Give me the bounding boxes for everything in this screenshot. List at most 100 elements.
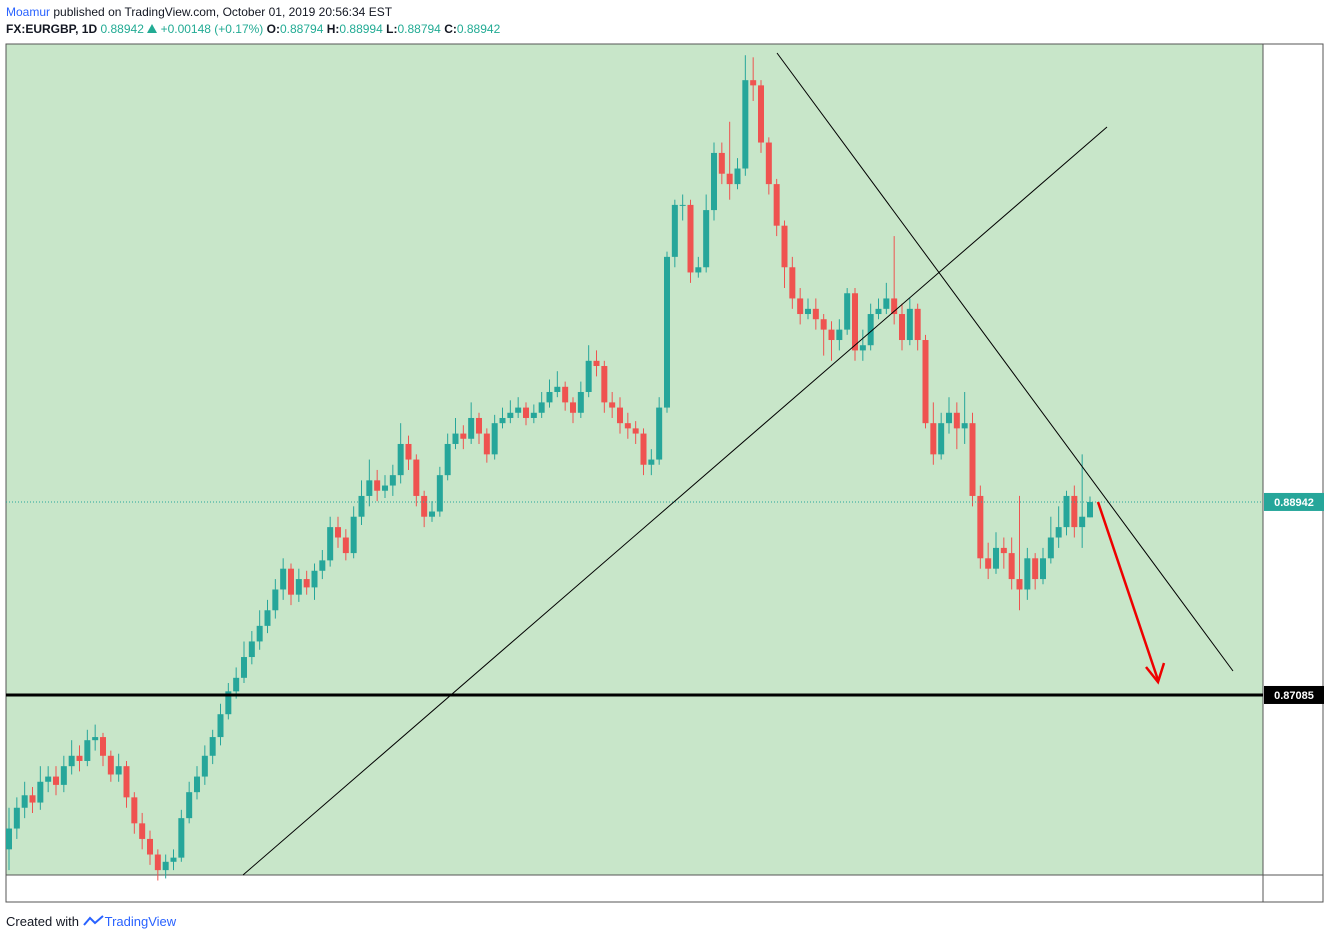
candle-body	[295, 579, 302, 595]
trend-line[interactable]	[242, 126, 1108, 876]
candle-body	[178, 818, 185, 858]
candle-body	[131, 797, 138, 824]
candle-body	[805, 308, 811, 315]
candle-body	[6, 828, 12, 850]
candle-body	[773, 184, 780, 226]
candle-body	[530, 412, 537, 418]
plot-background	[6, 44, 1263, 875]
candle-body	[797, 298, 804, 315]
candle-body	[139, 823, 146, 839]
candle-body	[546, 391, 553, 403]
candle-body	[444, 443, 451, 476]
author[interactable]: Moamur	[6, 5, 51, 19]
candle-body	[288, 568, 294, 595]
candle-body	[507, 412, 514, 418]
candle-body	[13, 807, 20, 829]
candle-body	[836, 329, 843, 341]
candle-body	[436, 475, 443, 512]
candle-body	[319, 560, 326, 571]
candle-body	[562, 386, 569, 403]
candle-body	[593, 360, 600, 367]
candle-body	[812, 308, 819, 320]
candle-body	[726, 173, 733, 185]
candle-body	[107, 755, 114, 775]
arrow[interactable]	[1096, 501, 1160, 681]
publish-info: Moamur published on TradingView.com, Oct…	[6, 5, 392, 19]
candle-body	[844, 293, 851, 330]
candle-body	[1063, 495, 1070, 528]
candle-body	[350, 516, 357, 554]
ohlc-label: C:	[444, 22, 457, 36]
candle-body	[21, 795, 28, 808]
candle-body	[734, 168, 741, 185]
candle-body	[452, 433, 459, 444]
candle-body	[405, 443, 412, 460]
trend-line[interactable]	[776, 52, 1234, 672]
change: +0.00148 (+0.17%)	[160, 22, 264, 36]
last-price: 0.88942	[100, 22, 144, 36]
candle-body	[209, 737, 216, 756]
candle-body	[201, 755, 208, 777]
candle-body	[969, 423, 976, 496]
candle-body	[170, 857, 177, 862]
candle-body	[750, 80, 757, 86]
candle-body	[891, 298, 898, 315]
candle-body	[382, 485, 388, 491]
candle-body	[397, 443, 404, 476]
candle-body	[671, 204, 678, 257]
candle-body	[468, 417, 475, 439]
up-icon	[147, 24, 158, 33]
candle-body	[515, 407, 522, 413]
ohlc-value: 0.88794	[397, 22, 441, 36]
candle-body	[695, 267, 702, 273]
candle-body	[241, 657, 247, 678]
candle-body	[820, 319, 827, 330]
candle-body	[1024, 558, 1031, 590]
candle-body	[248, 641, 255, 658]
candle-body	[781, 225, 788, 268]
candle-body	[953, 412, 960, 429]
candle-body	[280, 568, 287, 590]
candle-body	[609, 402, 616, 408]
chart: 0.88942 0.87085	[5, 43, 1324, 903]
candle-body	[570, 402, 576, 413]
candle-body	[1079, 516, 1086, 528]
candle-body	[76, 755, 83, 761]
ohlc-value: 0.88794	[280, 22, 324, 36]
candle-body	[100, 737, 106, 756]
candle-body	[648, 459, 655, 465]
candle-body	[37, 781, 44, 803]
candle-body	[938, 423, 945, 455]
candle-body	[147, 838, 153, 855]
price-label-bg	[1264, 492, 1324, 511]
candle-body	[577, 391, 584, 413]
candle-body	[993, 547, 999, 569]
candle-body	[60, 766, 67, 785]
level-label-bg	[1264, 685, 1324, 704]
candle-body	[53, 776, 59, 785]
candle-body	[92, 737, 99, 741]
candle-body	[154, 854, 161, 871]
footer: Created with TradingView	[6, 914, 176, 929]
candle-body	[84, 740, 91, 761]
candle-body	[491, 423, 498, 455]
candle-body	[413, 459, 420, 496]
candle-body	[389, 475, 396, 486]
candle-body	[272, 589, 279, 611]
candle-body	[233, 677, 240, 692]
candle-body	[1032, 558, 1039, 580]
candle-body	[115, 766, 122, 775]
brand[interactable]: TradingView	[104, 914, 177, 929]
candle-body	[45, 776, 52, 782]
candle-body	[460, 433, 467, 439]
candle-body	[327, 527, 334, 561]
candle-body	[883, 298, 890, 309]
candle-body	[68, 755, 75, 767]
arrow-head	[1145, 662, 1166, 685]
candle-body	[906, 308, 913, 341]
candle-body	[123, 766, 130, 798]
candle-body	[985, 558, 992, 569]
candle-body	[765, 142, 772, 185]
candle-body	[828, 329, 835, 341]
candle-body	[977, 495, 984, 559]
